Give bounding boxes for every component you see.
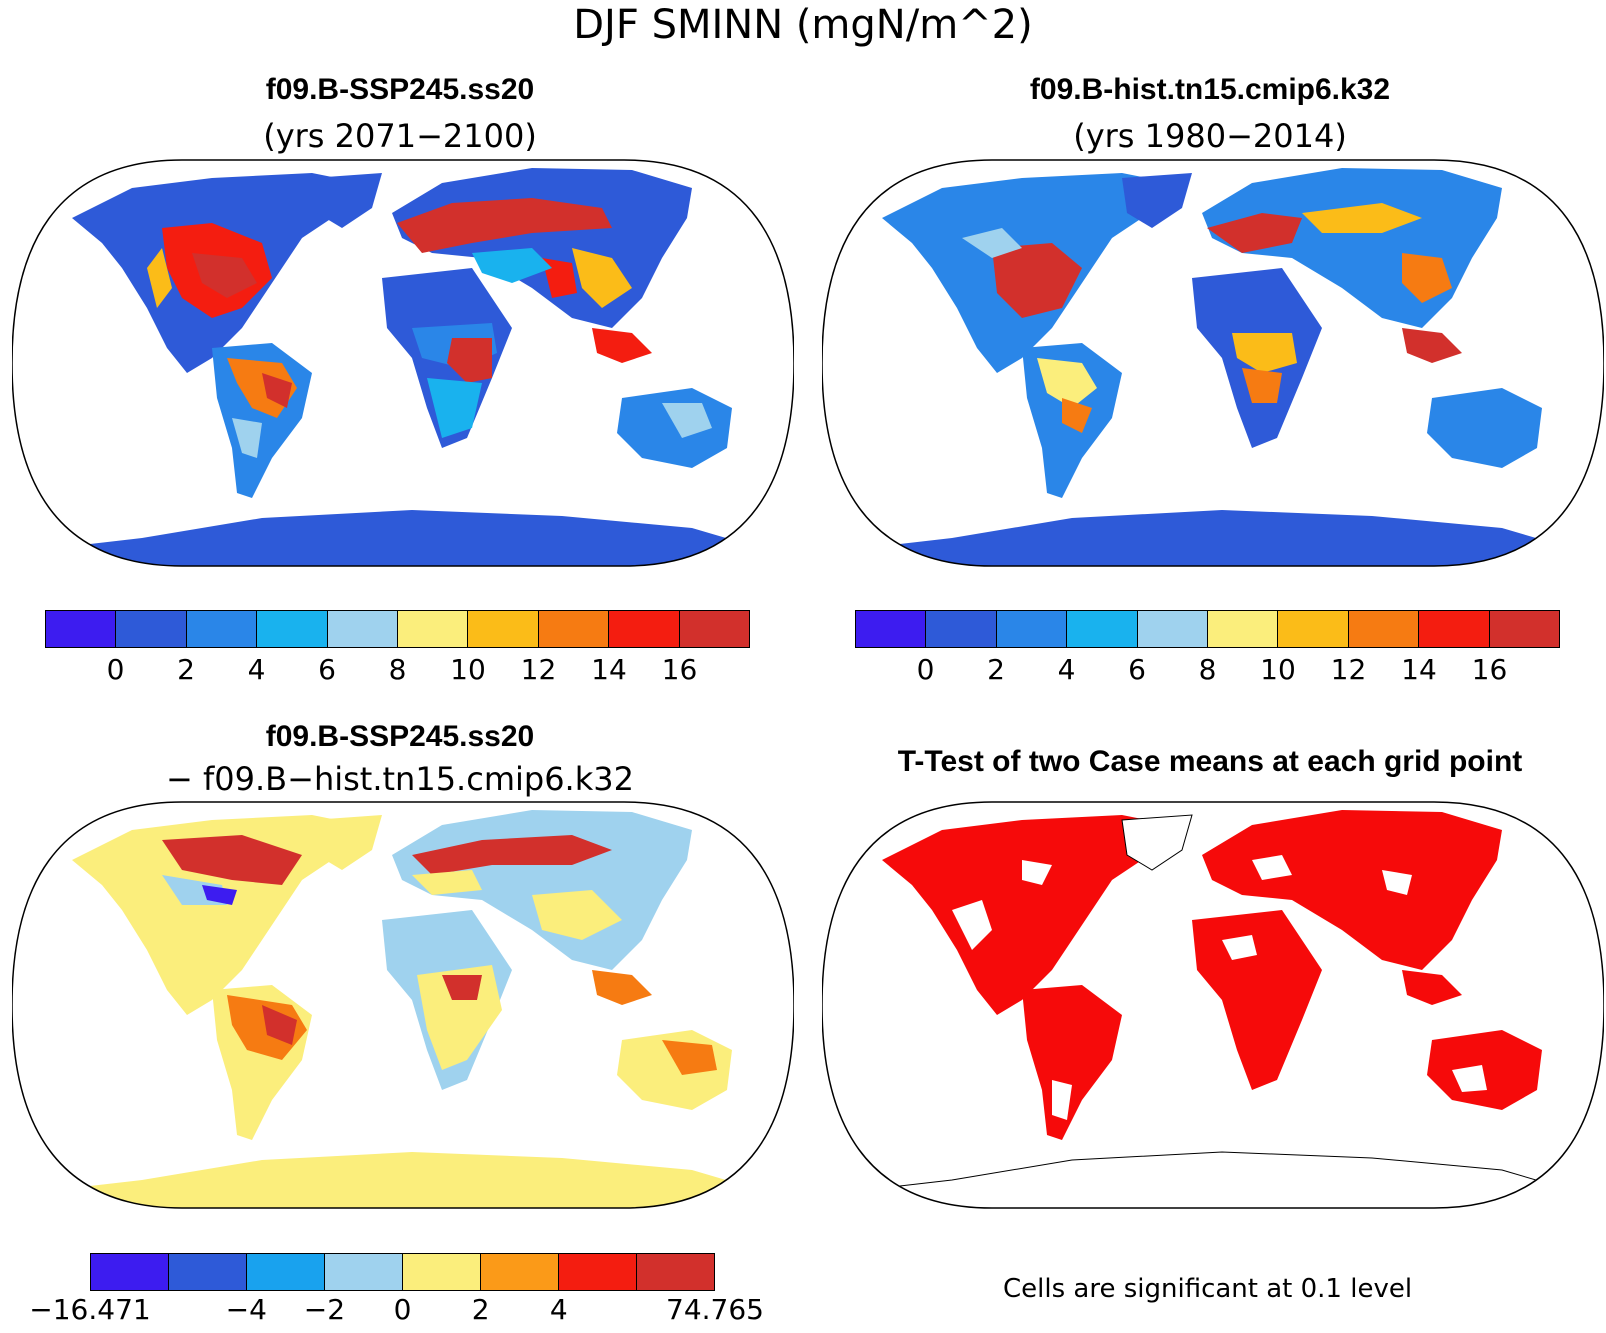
colorbar-cell xyxy=(257,611,328,647)
colorbar-tick-label: 12 xyxy=(1330,653,1367,686)
colorbar-cell xyxy=(186,611,258,647)
map-top-right xyxy=(822,159,1604,567)
colorbar-ticks-bottom-left: −16.471 −4 −2 0 2 4 74.765 xyxy=(29,1293,764,1333)
panel-title-bottom-left: f09.B-SSP245.ss20 xyxy=(265,720,535,753)
colorbar-tick-label: 14 xyxy=(591,653,627,686)
colorbar-tick-label: 0 xyxy=(916,653,935,686)
colorbar-cell xyxy=(538,611,610,647)
colorbar-tick-label: 8 xyxy=(388,653,407,686)
colorbar-tick-label: 10 xyxy=(1260,653,1296,686)
colorbar-tick-label: −4 xyxy=(225,1293,267,1326)
colorbar-ticks-top-right: 0 2 4 6 8 10 12 14 16 xyxy=(855,653,1560,693)
colorbar-tick-label: 16 xyxy=(661,653,698,686)
colorbar-cell xyxy=(1137,611,1209,647)
colorbar-tick-label: 2 xyxy=(987,653,1005,686)
colorbar-tick-label: 12 xyxy=(520,653,557,686)
colorbar-cell xyxy=(91,1254,169,1290)
land-antarctica xyxy=(12,510,794,566)
colorbar-tick-label: 4 xyxy=(549,1293,568,1326)
panel-title-bottom-right: T-Test of two Case means at each grid po… xyxy=(897,745,1523,778)
colorbar-tick-label: 0 xyxy=(106,653,125,686)
colorbar-cell xyxy=(481,1254,559,1290)
colorbar-cell xyxy=(1208,611,1279,647)
colorbar-tick-label: 74.765 xyxy=(666,1293,764,1326)
colorbar-tick-label: 4 xyxy=(247,653,266,686)
colorbar-cell xyxy=(1067,611,1138,647)
colorbar-tick-label: −2 xyxy=(303,1293,346,1326)
colorbar-bottom-left xyxy=(90,1253,715,1291)
colorbar-top-right xyxy=(855,610,1560,648)
colorbar-tick-label: 2 xyxy=(177,653,195,686)
colorbar-cell xyxy=(247,1254,325,1290)
colorbar-cell xyxy=(1489,611,1560,647)
colorbar-cell xyxy=(559,1254,637,1290)
colorbar-cell xyxy=(996,611,1068,647)
colorbar-tick-label: 4 xyxy=(1057,653,1076,686)
colorbar-cell xyxy=(1348,611,1420,647)
colorbar-cell xyxy=(325,1254,403,1290)
colorbar-cell xyxy=(468,611,539,647)
significance-note: Cells are significant at 0.1 level xyxy=(1003,1274,1413,1304)
colorbar-tick-label: −16.471 xyxy=(29,1293,151,1326)
panel-title-top-right: f09.B-hist.tn15.cmip6.k32 xyxy=(1029,73,1391,106)
colorbar-cell xyxy=(926,611,997,647)
colorbar-ticks-top-left: 0 2 4 6 8 10 12 14 16 xyxy=(45,653,750,693)
colorbar-tick-label: 14 xyxy=(1401,653,1437,686)
colorbar-cell xyxy=(398,611,469,647)
colorbar-cell xyxy=(679,611,750,647)
colorbar-cell xyxy=(403,1254,481,1290)
colorbar-tick-label: 2 xyxy=(471,1293,490,1326)
colorbar-tick-label: 16 xyxy=(1471,653,1508,686)
panel-subtitle-top-left: (yrs 2071−2100) xyxy=(263,117,537,155)
figure-title: DJF SMINN (mgN/m^2) xyxy=(573,2,1033,48)
land-greenland xyxy=(312,173,382,228)
map-top-left xyxy=(12,159,794,567)
colorbar-cell xyxy=(856,611,927,647)
panel-subtitle-top-right: (yrs 1980−2014) xyxy=(1073,117,1347,155)
colorbar-cell xyxy=(169,1254,247,1290)
map-bottom-right xyxy=(822,801,1604,1209)
panel-title-top-left: f09.B-SSP245.ss20 xyxy=(265,73,535,106)
colorbar-cell xyxy=(1278,611,1349,647)
colorbar-cell xyxy=(637,1254,714,1290)
colorbar-cell xyxy=(1419,611,1490,647)
colorbar-tick-label: 0 xyxy=(393,1293,412,1326)
colorbar-tick-label: 10 xyxy=(450,653,486,686)
colorbar-cell xyxy=(116,611,187,647)
panel-subtitle-bottom-left: − f09.B−hist.tn15.cmip6.k32 xyxy=(166,760,634,798)
colorbar-cell xyxy=(46,611,117,647)
colorbar-tick-label: 6 xyxy=(1128,653,1146,686)
colorbar-cell xyxy=(327,611,399,647)
map-bottom-left xyxy=(12,801,794,1209)
colorbar-top-left xyxy=(45,610,750,648)
colorbar-tick-label: 8 xyxy=(1198,653,1217,686)
colorbar-cell xyxy=(609,611,680,647)
colorbar-tick-label: 6 xyxy=(318,653,336,686)
